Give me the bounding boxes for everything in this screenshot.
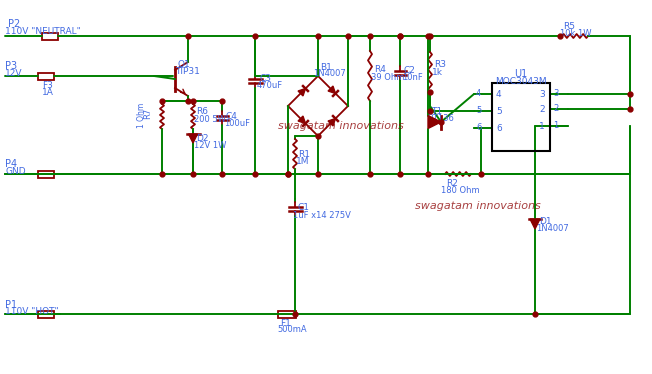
Text: B1: B1 — [320, 62, 332, 71]
Text: 12V: 12V — [5, 68, 23, 77]
Polygon shape — [428, 116, 441, 129]
Text: F1: F1 — [280, 319, 291, 328]
Text: 5: 5 — [496, 107, 502, 116]
Text: 1: 1 — [553, 120, 558, 129]
Text: P1: P1 — [5, 300, 17, 310]
Text: 500mA: 500mA — [277, 325, 306, 334]
Text: 10k 1W: 10k 1W — [560, 28, 591, 37]
Text: T1: T1 — [431, 107, 442, 116]
Text: TIP31: TIP31 — [175, 67, 200, 76]
Text: 4: 4 — [496, 89, 501, 98]
Text: R1: R1 — [298, 150, 310, 159]
Text: R7: R7 — [143, 107, 153, 119]
Bar — [38, 73, 54, 80]
Text: F3: F3 — [42, 80, 53, 89]
Text: R4: R4 — [374, 64, 386, 74]
Text: R3: R3 — [434, 59, 446, 68]
Text: D1: D1 — [539, 217, 552, 226]
Text: R5: R5 — [563, 21, 575, 31]
Bar — [38, 310, 54, 318]
Polygon shape — [298, 116, 306, 123]
Text: D2: D2 — [196, 134, 209, 142]
Polygon shape — [530, 219, 540, 229]
Polygon shape — [188, 134, 198, 143]
Text: 200 5W: 200 5W — [194, 114, 226, 123]
Text: 10nF: 10nF — [402, 73, 422, 82]
Text: GND: GND — [5, 166, 25, 175]
Text: BT136: BT136 — [427, 113, 454, 123]
Polygon shape — [328, 119, 336, 126]
Bar — [38, 171, 54, 178]
Text: 1M: 1M — [296, 156, 310, 166]
Text: 12V 1W: 12V 1W — [194, 141, 226, 150]
Text: C4: C4 — [226, 111, 238, 120]
Bar — [492, 83, 550, 151]
Bar — [278, 310, 296, 318]
Text: 110V "HOT": 110V "HOT" — [5, 307, 59, 316]
Text: 1: 1 — [539, 122, 545, 131]
Text: U1: U1 — [514, 69, 527, 79]
Polygon shape — [328, 86, 336, 94]
Text: 1N4007: 1N4007 — [313, 68, 346, 77]
Text: 100uF: 100uF — [224, 119, 250, 128]
Text: P2: P2 — [8, 19, 20, 29]
Text: 4: 4 — [476, 89, 481, 98]
Text: 1N4007: 1N4007 — [536, 224, 569, 233]
Text: 6: 6 — [476, 123, 481, 132]
Text: 1A: 1A — [42, 88, 54, 96]
Text: 1k: 1k — [432, 67, 443, 77]
Text: 1 Ohm: 1 Ohm — [136, 102, 145, 128]
Text: MOC3043M: MOC3043M — [495, 77, 547, 86]
Text: 3: 3 — [539, 89, 545, 98]
Text: R6: R6 — [196, 107, 208, 116]
Text: 180 Ohm: 180 Ohm — [441, 186, 480, 194]
Text: swagatam innovations: swagatam innovations — [415, 201, 541, 211]
Text: 5: 5 — [476, 105, 481, 114]
Text: Q1: Q1 — [177, 59, 190, 68]
Polygon shape — [298, 89, 306, 96]
Text: 39 Ohm: 39 Ohm — [371, 73, 404, 82]
Text: 3: 3 — [553, 89, 558, 98]
Text: P3: P3 — [5, 61, 17, 71]
Text: 2: 2 — [553, 104, 558, 113]
Text: swagatam innovations: swagatam innovations — [278, 121, 404, 131]
Text: 110V "NEUTRAL": 110V "NEUTRAL" — [5, 27, 81, 36]
Text: P4: P4 — [5, 159, 17, 169]
Text: C1: C1 — [298, 202, 310, 212]
Text: R2: R2 — [446, 178, 458, 187]
Text: 2: 2 — [539, 104, 544, 113]
Text: C2: C2 — [404, 65, 416, 74]
Text: C3: C3 — [259, 74, 271, 83]
Text: 6: 6 — [496, 123, 502, 132]
Bar — [42, 33, 58, 40]
Text: 1uF x14 275V: 1uF x14 275V — [293, 211, 351, 220]
Text: 470uF: 470uF — [257, 80, 283, 89]
